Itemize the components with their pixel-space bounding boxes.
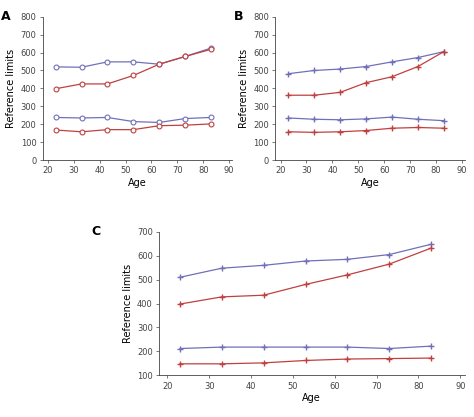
Y-axis label: Reference limits: Reference limits <box>123 264 133 343</box>
X-axis label: Age: Age <box>361 178 379 188</box>
Text: A: A <box>1 10 11 23</box>
X-axis label: Age: Age <box>128 178 146 188</box>
Y-axis label: Reference limits: Reference limits <box>6 49 17 128</box>
Y-axis label: Reference limits: Reference limits <box>239 49 249 128</box>
Text: C: C <box>92 225 101 238</box>
Text: B: B <box>234 10 243 23</box>
X-axis label: Age: Age <box>302 393 321 403</box>
